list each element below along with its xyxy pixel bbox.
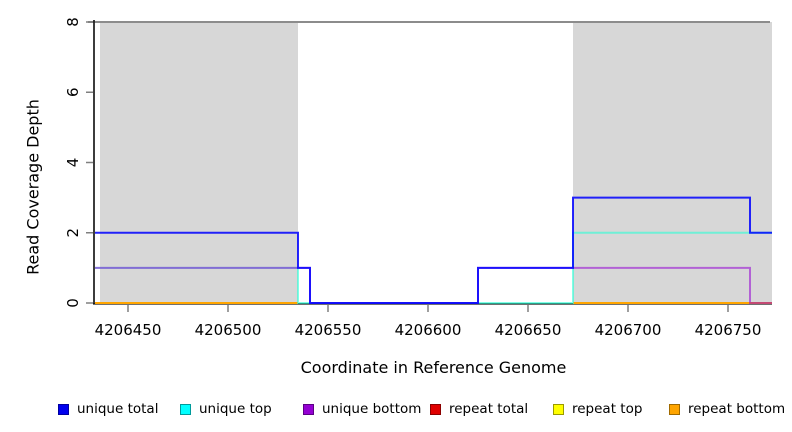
legend-label: unique top xyxy=(199,401,272,417)
legend-label: repeat bottom xyxy=(688,401,786,417)
y-tick-label: 0 xyxy=(64,298,82,308)
legend-item-repeat-bottom: repeat bottom xyxy=(669,401,785,417)
unique-bottom-swatch-icon xyxy=(303,403,314,415)
legend-item-unique-bottom: unique bottom xyxy=(303,401,421,417)
x-tick-label: 4206750 xyxy=(695,321,762,339)
x-tick-label: 4206500 xyxy=(195,321,262,339)
y-axis-label: Read Coverage Depth xyxy=(23,99,43,275)
unique-total-swatch-icon xyxy=(58,403,69,415)
x-tick-label: 4206550 xyxy=(295,321,362,339)
y-tick-label: 8 xyxy=(64,17,82,27)
repeat-total-swatch-icon xyxy=(430,403,441,415)
x-tick-label: 4206650 xyxy=(495,321,562,339)
legend-label: unique total xyxy=(77,401,159,417)
unique-top-swatch-icon xyxy=(180,403,191,415)
x-tick-label: 4206700 xyxy=(595,321,662,339)
repeat-top-swatch-icon xyxy=(553,403,564,415)
x-tick-label: 4206600 xyxy=(395,321,462,339)
x-axis-label: Coordinate in Reference Genome xyxy=(300,358,567,377)
y-tick-label: 4 xyxy=(64,158,82,168)
y-tick-label: 2 xyxy=(64,228,82,238)
repeat-region-shading xyxy=(573,22,772,303)
legend-label: repeat total xyxy=(449,401,529,417)
repeat-region-shading xyxy=(100,22,298,303)
legend-item-repeat-top: repeat top xyxy=(553,401,642,417)
repeat-bottom-swatch-icon xyxy=(669,403,680,415)
legend-label: repeat top xyxy=(572,401,643,417)
y-tick-label: 6 xyxy=(64,87,82,97)
series-unique-total xyxy=(95,196,772,304)
legend-label: unique bottom xyxy=(322,401,422,417)
legend-item-unique-total: unique total xyxy=(58,401,158,417)
legend-item-unique-top: unique top xyxy=(180,401,272,417)
legend-item-repeat-total: repeat total xyxy=(430,401,528,417)
x-tick-label: 4206450 xyxy=(95,321,162,339)
legend: unique total unique top unique bottom re… xyxy=(0,401,792,423)
